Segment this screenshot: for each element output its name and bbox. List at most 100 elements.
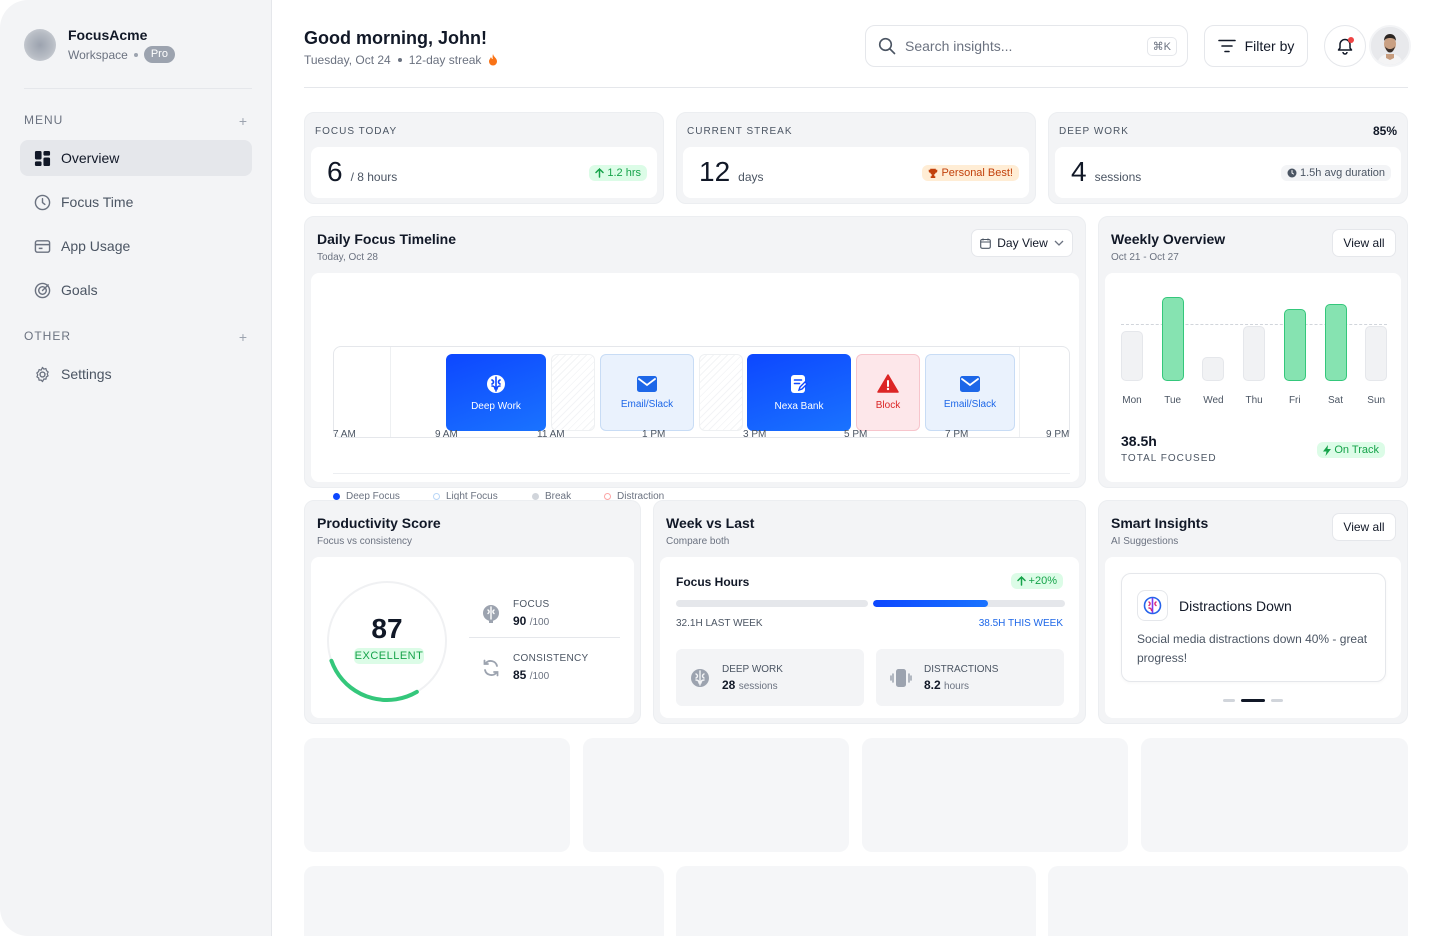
comparison-panel: Focus Hours +20% 32.1H LAST WEEK 38.5H T… (660, 557, 1079, 718)
chevron-down-icon (1054, 240, 1064, 246)
timeline-block-email-slack[interactable]: Email/Slack (600, 354, 694, 431)
timeline-block-label: Email/Slack (943, 398, 997, 410)
deep-work-percent: 85% (1372, 124, 1397, 138)
carousel-dot-active[interactable] (1241, 699, 1265, 702)
metric-title: Focus Hours (676, 575, 750, 589)
timeline-track: Deep Work Email/Slack Nexa Bank Block (333, 346, 1070, 438)
skeleton-card (304, 866, 664, 936)
workspace-label: Workspace (68, 47, 128, 62)
filter-label: Filter by (1244, 38, 1295, 54)
timeline-divider (1019, 347, 1020, 437)
focus-metric: FOCUS 90 /100 (481, 599, 550, 628)
weekly-bar-sat[interactable] (1324, 304, 1347, 381)
time-tick: 9 PM (1046, 429, 1070, 440)
distractions-value: 8.2 (924, 677, 941, 692)
time-tick: 7 AM (333, 429, 356, 440)
card-subtitle: Compare both (666, 536, 730, 547)
brain-icon (691, 668, 709, 687)
mail-icon (637, 375, 657, 392)
legend-swatch (433, 493, 440, 500)
score-ring (326, 580, 448, 702)
weekday-label: Mon (1122, 395, 1142, 406)
workspace-switcher[interactable]: FocusAcme Workspace Pro (24, 27, 175, 63)
sidebar: FocusAcme Workspace Pro MENU + Overview … (0, 0, 272, 936)
timeline-block-distraction[interactable]: Block (856, 354, 920, 431)
carousel-dot[interactable] (1223, 699, 1235, 702)
on-track-text: On Track (1334, 444, 1379, 456)
metric-divider (469, 637, 620, 638)
timeline-break-block (551, 354, 595, 431)
search-box[interactable]: Search insights... ⌘K (865, 25, 1188, 67)
weekly-bar-sun[interactable] (1365, 326, 1388, 381)
total-focused-value: 38.5h (1121, 433, 1157, 449)
filter-button[interactable]: Filter by (1204, 25, 1308, 67)
add-menu-item-icon[interactable]: + (238, 113, 248, 129)
last-week-bar (676, 600, 868, 607)
card-subtitle: AI Suggestions (1111, 536, 1179, 547)
deep-work-card: DEEP WORK 85% 4 sessions 1.5h avg durati… (1048, 112, 1408, 204)
timeline-block-deep-work[interactable]: Deep Work (446, 354, 546, 431)
sidebar-item-overview[interactable]: Overview (20, 140, 252, 176)
workspace-name: FocusAcme (68, 27, 148, 43)
legend-break: Break (532, 491, 571, 502)
add-other-item-icon[interactable]: + (238, 329, 248, 345)
gear-icon (36, 366, 49, 382)
carousel-dot[interactable] (1271, 699, 1283, 702)
weekly-chart-panel: 38.5h TOTAL FOCUSED On Track Mon Tue Wed Th… (1105, 273, 1401, 482)
sidebar-item-focus-time[interactable]: Focus Time (20, 184, 252, 220)
grid-icon (34, 150, 51, 166)
calendar-icon (980, 238, 992, 249)
avg-duration-text: 1.5h avg duration (1299, 167, 1385, 179)
alert-triangle-icon (877, 374, 899, 393)
weekly-bar-tue[interactable] (1161, 297, 1184, 381)
deep-work-comparison: DEEP WORK 28 sessions (676, 649, 864, 706)
weekly-bar-wed[interactable] (1202, 357, 1225, 381)
focus-today-card: FOCUS TODAY 6 / 8 hours 1.2 hrs (304, 112, 664, 204)
legend-label: Break (545, 491, 572, 502)
sidebar-item-goals[interactable]: Goals (20, 272, 252, 308)
sidebar-item-settings[interactable]: Settings (20, 356, 252, 392)
skeleton-card (1048, 866, 1408, 936)
sidebar-item-app-usage[interactable]: App Usage (20, 228, 252, 264)
timeline-block-nexa-bank[interactable]: Nexa Bank (747, 354, 851, 431)
deep-work-unit: sessions (738, 680, 778, 692)
insight-title: Distractions Down (1179, 598, 1292, 614)
view-all-button[interactable]: View all (1332, 513, 1396, 541)
sidebar-item-label: Focus Time (61, 194, 134, 210)
stat-label: CURRENT STREAK (687, 126, 793, 137)
this-week-track (873, 600, 1065, 607)
weekday-label: Sat (1327, 395, 1343, 406)
window-icon (34, 239, 51, 253)
insight-card[interactable]: Distractions Down Social media distracti… (1121, 573, 1386, 682)
workspace-avatar (24, 29, 56, 61)
card-subtitle: Oct 21 - Oct 27 (1111, 252, 1179, 263)
view-all-button[interactable]: View all (1332, 229, 1396, 257)
day-view-dropdown[interactable]: Day View (971, 229, 1073, 257)
other-section-header: OTHER + (24, 329, 248, 345)
notifications-button[interactable] (1324, 25, 1366, 67)
productivity-panel: 87 EXCELLENT FOCUS 90 /100 CONSISTENCY 8… (311, 557, 634, 718)
score-rating-badge: EXCELLENT (354, 648, 424, 664)
legend-swatch (532, 493, 539, 500)
skeleton-card (1141, 738, 1408, 852)
timeline-block-email-slack[interactable]: Email/Slack (925, 354, 1015, 431)
streak-unit: days (738, 170, 764, 184)
insight-description: Social media distractions down 40% - gre… (1137, 632, 1368, 665)
header-divider (304, 87, 1408, 88)
clock-icon (1287, 168, 1297, 178)
weekly-bar-thu[interactable] (1243, 326, 1266, 381)
user-avatar[interactable] (1369, 25, 1411, 67)
smart-insights-card: Smart Insights AI Suggestions View all D… (1098, 500, 1408, 724)
last-week-label: 32.1H LAST WEEK (676, 618, 763, 629)
phone-vibrate-icon (890, 668, 912, 687)
weekly-bar-fri[interactable] (1283, 309, 1306, 381)
search-input[interactable]: Search insights... (905, 38, 1013, 54)
distractions-label: DISTRACTIONS (924, 663, 999, 675)
weekly-bar-mon[interactable] (1121, 331, 1143, 381)
plan-badge: Pro (143, 46, 175, 63)
total-focused-label: TOTAL FOCUSED (1121, 453, 1217, 464)
separator-dot (397, 58, 402, 62)
personal-best-badge: Personal Best! (922, 165, 1019, 181)
weekday-label: Wed (1203, 395, 1224, 406)
